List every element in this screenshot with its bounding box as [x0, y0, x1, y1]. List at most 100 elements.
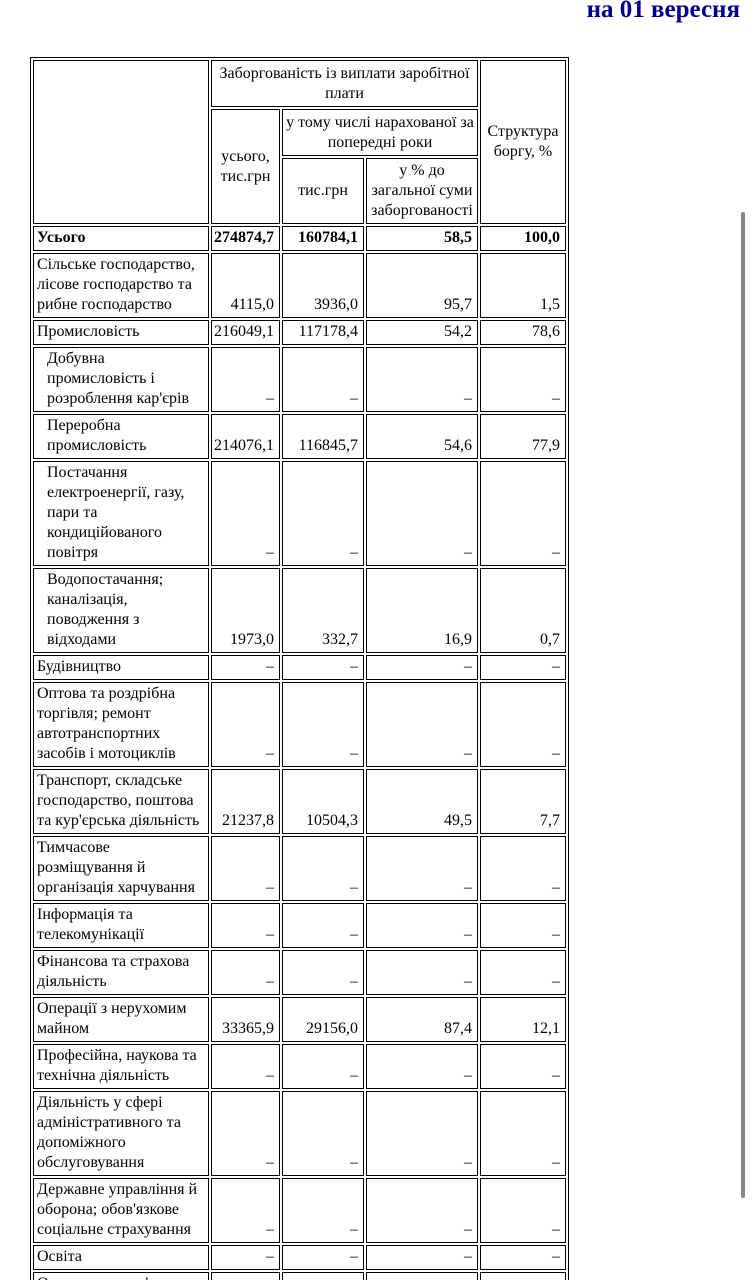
table-row: Сільське господарство, лісове господарст… [33, 253, 566, 318]
cell-total: – [211, 950, 280, 995]
cell-prev-years-amount: – [282, 682, 364, 767]
cell-prev-years-amount: 29156,0 [282, 997, 364, 1042]
table-row: Усього 274874,7 160784,1 58,5 100,0 [33, 226, 566, 251]
cell-total: 1973,0 [211, 568, 280, 653]
cell-structure: 77,9 [480, 414, 566, 459]
cell-prev-years-amount: – [282, 1245, 364, 1270]
row-label: Державне управління й оборона; обов'язко… [33, 1178, 209, 1243]
cell-prev-years-percent: – [366, 1044, 478, 1089]
row-label: Транспорт, складське господарство, пошто… [33, 769, 209, 834]
cell-prev-years-percent: 49,5 [366, 769, 478, 834]
header-total: усього, тис.грн [211, 109, 280, 224]
cell-total: – [211, 1178, 280, 1243]
table-row: Добувна промисловість і розроблення кар'… [33, 347, 566, 412]
cell-total: – [211, 682, 280, 767]
cell-prev-years-amount: 332,7 [282, 568, 364, 653]
row-label: Переробна промисловість [33, 414, 209, 459]
cell-prev-years-amount: 10504,3 [282, 769, 364, 834]
table-row: Тимчасове розміщування й організація хар… [33, 836, 566, 901]
header-prev-years-group: у тому числі нарахованої за попередні ро… [282, 109, 478, 156]
cell-structure: – [480, 903, 566, 948]
row-label: Постачання електроенергії, газу, пари та… [33, 461, 209, 566]
cell-structure: 78,6 [480, 320, 566, 345]
cell-total: – [211, 1091, 280, 1176]
table-row: Операції з нерухомим майном 33365,9 29156,… [33, 997, 566, 1042]
header-prev-years-percent: у % до загальної суми заборгованості [366, 158, 478, 224]
cell-prev-years-percent: 95,7 [366, 253, 478, 318]
row-label: Добувна промисловість і розроблення кар'… [33, 347, 209, 412]
cell-total: – [211, 836, 280, 901]
row-label: Діяльність у сфері адміністративного та … [33, 1091, 209, 1176]
table-row: Оптова та роздрібна торгівля; ремонт авт… [33, 682, 566, 767]
table-row: Промисловість 216049,1 117178,4 54,2 78,6 [33, 320, 566, 345]
cell-total: 216049,1 [211, 320, 280, 345]
cell-prev-years-percent: – [366, 347, 478, 412]
row-label: Тимчасове розміщування й організація хар… [33, 836, 209, 901]
table-header: Заборгованість із виплати заробітної пла… [33, 60, 566, 224]
cell-prev-years-amount: 160784,1 [282, 226, 364, 251]
cell-prev-years-amount: – [282, 836, 364, 901]
cell-prev-years-percent: – [366, 1178, 478, 1243]
cell-prev-years-amount: 0,0 [282, 1272, 364, 1280]
row-label: Промисловість [33, 320, 209, 345]
cell-total: 214076,1 [211, 414, 280, 459]
table-row: Освіта – – – – [33, 1245, 566, 1270]
cell-total: – [211, 1044, 280, 1089]
cell-total: – [211, 1245, 280, 1270]
table-body: Усього 274874,7 160784,1 58,5 100,0 Сільське … [33, 226, 566, 1280]
table-row: Фінансова та страхова діяльність – – – – [33, 950, 566, 995]
wage-arrears-table: Заборгованість із виплати заробітної пла… [30, 57, 569, 1280]
scrollbar-thumb[interactable] [741, 212, 745, 1198]
table-row: Професійна, наукова та технічна діяльніс… [33, 1044, 566, 1089]
cell-prev-years-amount: 116845,7 [282, 414, 364, 459]
table-row: Водопостачання; каналізація, поводження … [33, 568, 566, 653]
cell-prev-years-percent: – [366, 655, 478, 680]
cell-structure: – [480, 1091, 566, 1176]
cell-prev-years-percent: 54,2 [366, 320, 478, 345]
cell-prev-years-amount: – [282, 1091, 364, 1176]
cell-structure: 100,0 [480, 226, 566, 251]
header-prev-years-amount: тис.грн [282, 158, 364, 224]
header-corner-cell [33, 60, 209, 224]
cell-prev-years-amount: – [282, 461, 364, 566]
cell-prev-years-percent: – [366, 461, 478, 566]
cell-structure: 12,1 [480, 997, 566, 1042]
row-label: Охорона здоров'я та надання соціальної д… [33, 1272, 209, 1280]
header-structure: Структура боргу, % [480, 60, 566, 224]
cell-prev-years-amount: 3936,0 [282, 253, 364, 318]
table-row: Переробна промисловість 214076,1 116845,7 5… [33, 414, 566, 459]
row-label: Професійна, наукова та технічна діяльніс… [33, 1044, 209, 1089]
row-label: Водопостачання; каналізація, поводження … [33, 568, 209, 653]
row-label: Усього [33, 226, 209, 251]
header-row-2: усього, тис.грн у тому числі нарахованої… [33, 109, 566, 224]
cell-structure: – [480, 347, 566, 412]
cell-prev-years-percent: – [366, 903, 478, 948]
cell-structure: – [480, 836, 566, 901]
cell-structure: – [480, 655, 566, 680]
cell-prev-years-percent: 0,0 [366, 1272, 478, 1280]
cell-structure: – [480, 1178, 566, 1243]
page-title: на 01 вересня [586, 0, 740, 23]
table-row: Діяльність у сфері адміністративного та … [33, 1091, 566, 1176]
row-label: Операції з нерухомим майном [33, 997, 209, 1042]
cell-total: – [211, 655, 280, 680]
cell-total: – [211, 903, 280, 948]
table-row: Транспорт, складське господарство, пошто… [33, 769, 566, 834]
cell-structure: – [480, 682, 566, 767]
cell-total: 274874,7 [211, 226, 280, 251]
cell-total: 4115,0 [211, 253, 280, 318]
cell-prev-years-percent: – [366, 950, 478, 995]
table-row: Охорона здоров'я та надання соціальної д… [33, 1272, 566, 1280]
cell-prev-years-amount: 117178,4 [282, 320, 364, 345]
table-row: Державне управління й оборона; обов'язко… [33, 1178, 566, 1243]
cell-structure: – [480, 461, 566, 566]
row-label: Сільське господарство, лісове господарст… [33, 253, 209, 318]
cell-structure: 0,7 [480, 568, 566, 653]
row-label: Будівництво [33, 655, 209, 680]
table-row: Інформація та телекомунікації – – – – [33, 903, 566, 948]
row-label: Інформація та телекомунікації [33, 903, 209, 948]
row-label: Освіта [33, 1245, 209, 1270]
row-label: Оптова та роздрібна торгівля; ремонт авт… [33, 682, 209, 767]
header-row-1: Заборгованість із виплати заробітної пла… [33, 60, 566, 224]
cell-prev-years-percent: – [366, 1091, 478, 1176]
